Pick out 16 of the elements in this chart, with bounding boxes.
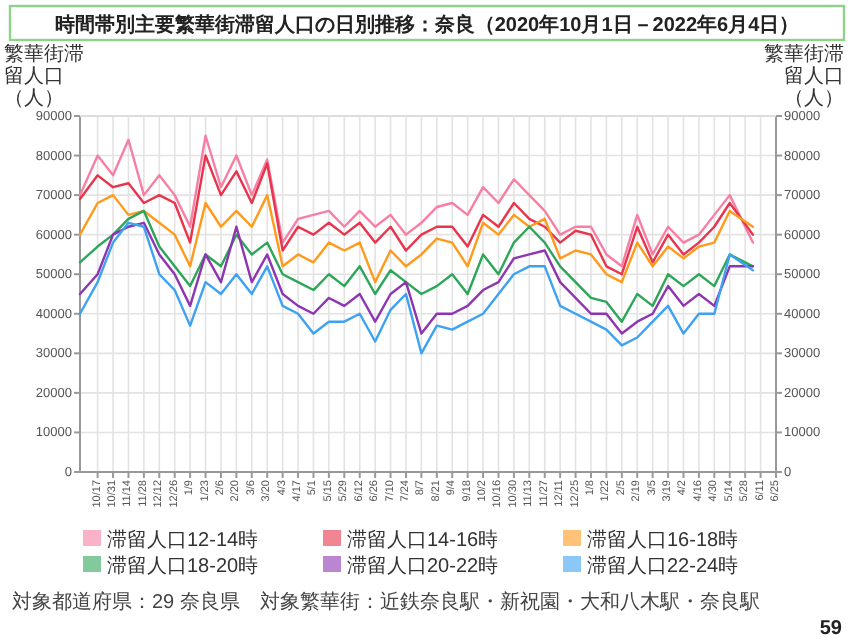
line-series [78,209,755,323]
chart-title: 時間帯別主要繁華街滞留人口の日別推移：奈良（2020年10月1日－2022年6月4日） [54,13,800,37]
y2-axis-title: 繁華街滞留人口（人） [762,44,844,110]
line-series [78,193,755,284]
line-series [78,134,755,268]
legend-label: 滞留人口22-24時 [587,554,739,578]
text: 対象繁華街：近鉄奈良駅・新祝園・大和八木駅・奈良駅 [260,590,760,614]
legend-label: 滞留人口18-20時 [107,554,259,578]
legend-label: 滞留人口14-16時 [347,528,499,552]
text: 59 [819,618,843,640]
line-series [78,154,755,276]
y-axis-title: 繁華街滞留人口（人） [4,44,86,110]
legend-label: 滞留人口12-14時 [107,528,259,552]
text: 対象都道府県：29 奈良県 [12,590,240,614]
legend-label: 滞留人口16-18時 [587,528,739,552]
legend-label: 滞留人口20-22時 [347,554,499,578]
